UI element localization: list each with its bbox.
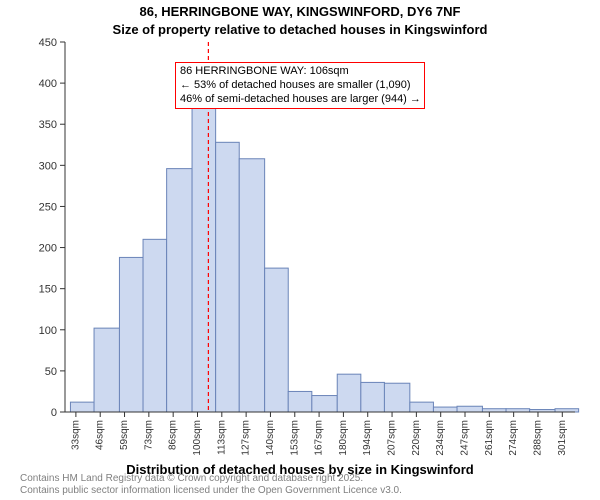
x-tick-label: 207sqm (387, 420, 398, 456)
histogram-bar (119, 257, 143, 412)
y-tick-label: 100 (39, 325, 57, 337)
page-subtitle: Size of property relative to detached ho… (0, 22, 600, 37)
x-tick-label: 234sqm (435, 420, 446, 456)
x-tick-label: 59sqm (119, 420, 130, 450)
y-tick-label: 400 (39, 78, 57, 90)
x-tick-label: 140sqm (265, 420, 276, 456)
y-tick-label: 50 (45, 366, 57, 378)
x-tick-label: 274sqm (508, 420, 519, 456)
x-tick-label: 301sqm (557, 420, 568, 456)
y-tick-label: 200 (39, 243, 57, 255)
y-tick-label: 350 (39, 119, 57, 131)
y-tick-label: 250 (39, 201, 57, 213)
histogram-bar (433, 407, 457, 412)
x-tick-label: 288sqm (532, 420, 543, 456)
y-tick-label: 0 (51, 407, 57, 419)
histogram-bar (410, 402, 434, 412)
copyright-footer: Contains HM Land Registry data © Crown c… (20, 473, 402, 496)
x-tick-label: 33sqm (70, 420, 81, 450)
x-tick-label: 194sqm (362, 420, 373, 456)
annotation-line-3: 46% of semi-detached houses are larger (… (180, 93, 420, 107)
histogram-bar (239, 159, 264, 412)
y-tick-label: 450 (39, 37, 57, 49)
annotation-line-1: 86 HERRINGBONE WAY: 106sqm (180, 65, 420, 79)
histogram-bar (167, 169, 192, 412)
histogram-bar (70, 402, 94, 412)
annotation-line-2: ← 53% of detached houses are smaller (1,… (180, 79, 420, 93)
footer-line-2: Contains public sector information licen… (20, 485, 402, 497)
histogram-bar (457, 406, 482, 412)
x-tick-label: 220sqm (411, 420, 422, 456)
x-tick-label: 180sqm (338, 420, 349, 456)
histogram-bar (384, 383, 409, 412)
x-tick-label: 113sqm (216, 420, 227, 455)
y-tick-label: 300 (39, 160, 57, 172)
highlight-annotation-box: 86 HERRINGBONE WAY: 106sqm ← 53% of deta… (175, 62, 425, 109)
x-tick-label: 127sqm (241, 420, 252, 456)
x-tick-label: 167sqm (314, 420, 325, 456)
y-tick-label: 150 (39, 284, 57, 296)
page-title: 86, HERRINGBONE WAY, KINGSWINFORD, DY6 7… (0, 4, 600, 19)
histogram-bar (216, 142, 240, 412)
histogram-bar (288, 391, 312, 412)
x-tick-label: 153sqm (289, 420, 300, 456)
histogram-bar (143, 239, 167, 412)
x-tick-label: 86sqm (168, 420, 179, 450)
histogram-bar (265, 268, 289, 412)
x-tick-label: 247sqm (460, 420, 471, 456)
x-tick-label: 46sqm (95, 420, 106, 450)
histogram-bar (192, 108, 216, 412)
histogram-bar (337, 374, 361, 412)
x-tick-label: 261sqm (484, 420, 495, 456)
x-tick-label: 73sqm (143, 420, 154, 450)
histogram-bar (312, 396, 337, 412)
histogram-bar (94, 328, 119, 412)
x-tick-label: 100sqm (192, 420, 203, 456)
footer-line-1: Contains HM Land Registry data © Crown c… (20, 473, 402, 485)
histogram-bar (361, 382, 385, 412)
